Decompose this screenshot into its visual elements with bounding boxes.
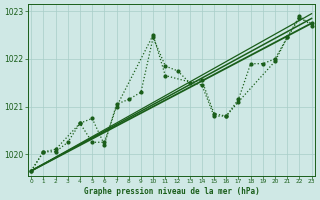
X-axis label: Graphe pression niveau de la mer (hPa): Graphe pression niveau de la mer (hPa) <box>84 187 259 196</box>
